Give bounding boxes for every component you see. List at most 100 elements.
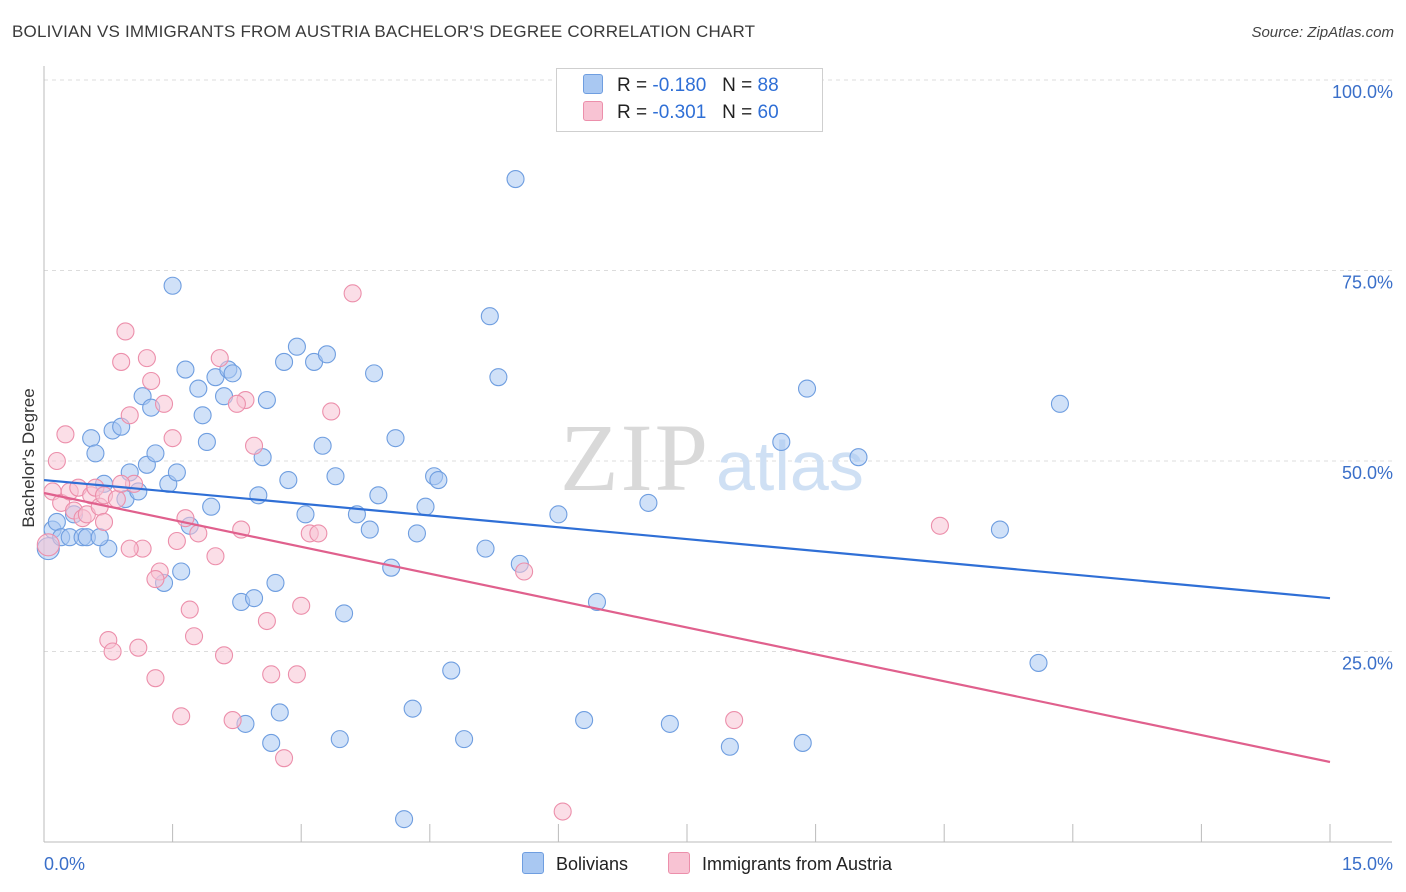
point-bolivians	[442, 661, 461, 680]
chart-title: BOLIVIAN VS IMMIGRANTS FROM AUSTRIA BACH…	[12, 22, 756, 41]
point-austria	[146, 570, 165, 589]
point-bolivians	[270, 703, 289, 722]
point-bolivians	[223, 364, 242, 383]
point-bolivians	[167, 463, 186, 482]
point-austria	[210, 349, 229, 368]
legend-n-value: 60	[757, 102, 779, 123]
bottom-legend-label: Immigrants from Austria	[702, 854, 893, 874]
point-austria	[36, 533, 60, 557]
trend-lines	[43, 478, 1331, 764]
legend-r-value: -0.180	[652, 75, 707, 96]
point-bolivians	[476, 539, 495, 558]
point-bolivians	[549, 505, 568, 524]
point-austria	[172, 707, 191, 726]
point-bolivians	[90, 528, 109, 547]
point-bolivians	[189, 379, 208, 398]
legend-r-value: -0.301	[652, 102, 707, 123]
legend-n-label: N =	[722, 102, 753, 123]
legend-r-label: R =	[617, 102, 648, 123]
point-bolivians	[793, 733, 812, 752]
point-austria	[103, 642, 122, 661]
point-bolivians	[202, 497, 221, 516]
point-bolivians	[575, 711, 594, 730]
point-austria	[287, 665, 306, 684]
legend-n-label: N =	[722, 75, 753, 96]
y-tick-label: 50.0%	[1342, 463, 1393, 483]
point-austria	[47, 451, 66, 471]
point-austria	[223, 711, 242, 730]
point-bolivians	[386, 429, 405, 448]
point-austria	[244, 436, 264, 455]
point-bolivians	[506, 170, 525, 189]
trend-line-austria	[43, 491, 1331, 764]
bottom-legend-austria: Immigrants from Austria	[668, 852, 892, 875]
point-austria	[322, 402, 341, 421]
legend-row-bolivians: R = -0.180 N = 88	[583, 74, 779, 100]
bottom-legend-swatch-austria	[668, 852, 690, 874]
point-austria	[206, 547, 225, 566]
point-bolivians	[416, 497, 435, 516]
point-bolivians	[257, 390, 276, 410]
axes	[43, 66, 1392, 843]
point-austria	[214, 646, 234, 665]
y-tick-label: 25.0%	[1342, 654, 1393, 674]
y-tick-label: 100.0%	[1332, 82, 1393, 102]
point-bolivians	[395, 810, 414, 829]
point-austria	[262, 665, 281, 684]
point-bolivians	[326, 467, 345, 486]
point-austria	[116, 322, 135, 341]
point-bolivians	[172, 562, 191, 581]
legend-swatch-austria	[583, 101, 603, 121]
point-bolivians	[296, 505, 315, 524]
point-austria	[180, 600, 199, 619]
point-bolivians	[266, 573, 285, 592]
point-bolivians	[244, 589, 264, 608]
point-bolivians	[660, 714, 679, 733]
point-bolivians	[720, 737, 739, 756]
point-austria	[142, 371, 161, 391]
point-bolivians	[287, 337, 306, 356]
point-bolivians	[335, 604, 354, 623]
point-bolivians	[797, 379, 817, 398]
point-austria	[94, 512, 114, 532]
point-austria	[930, 516, 949, 535]
data-points	[36, 170, 1069, 829]
point-austria	[112, 352, 131, 371]
point-austria	[129, 638, 148, 657]
point-austria	[227, 394, 246, 413]
point-austria	[292, 596, 311, 615]
point-bolivians	[317, 345, 336, 364]
y-axis-label: Bachelor's Degree	[19, 388, 38, 527]
point-bolivians	[849, 448, 868, 467]
point-austria	[725, 711, 744, 730]
point-bolivians	[47, 512, 66, 532]
x-tick-label: 0.0%	[44, 854, 85, 874]
point-bolivians	[489, 368, 508, 387]
point-austria	[120, 539, 139, 558]
point-austria	[553, 802, 572, 821]
point-bolivians	[279, 470, 298, 490]
legend-row-austria: R = -0.301 N = 60	[583, 101, 779, 127]
point-bolivians	[365, 364, 384, 383]
point-bolivians	[86, 444, 105, 463]
bottom-legend-bolivians: Bolivians	[522, 852, 628, 875]
point-austria	[137, 349, 156, 368]
point-austria	[154, 394, 174, 413]
point-bolivians	[146, 444, 165, 463]
point-bolivians	[176, 360, 195, 379]
point-austria	[275, 749, 294, 768]
point-bolivians	[1029, 653, 1048, 672]
point-bolivians	[403, 699, 422, 718]
legend-r-label: R =	[617, 75, 648, 96]
tick-labels: 25.0% 50.0% 75.0% 100.0% 0.0% 15.0%	[44, 82, 1393, 874]
point-bolivians	[360, 520, 379, 539]
bottom-legend-label: Bolivians	[556, 854, 629, 874]
point-austria	[163, 429, 182, 448]
watermark-zip: ZIP	[560, 404, 710, 511]
x-tick-label: 15.0%	[1342, 854, 1393, 874]
point-bolivians	[330, 730, 349, 749]
point-austria	[343, 284, 362, 303]
point-austria	[56, 425, 75, 444]
point-bolivians	[455, 730, 474, 749]
point-bolivians	[313, 436, 332, 455]
